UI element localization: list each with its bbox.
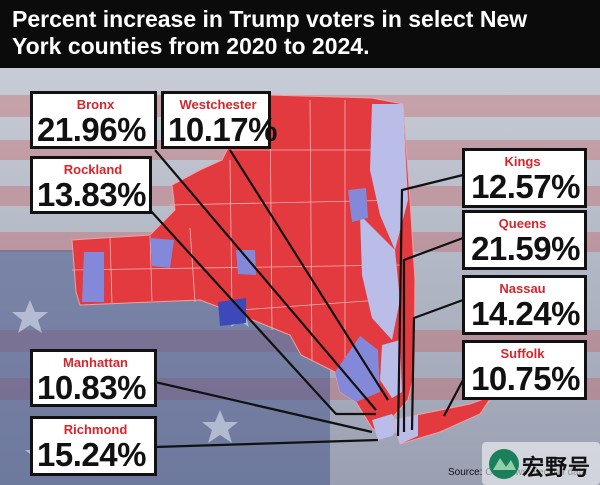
county-value: 21.59% (471, 230, 580, 267)
label-queens: Queens 21.59% (462, 210, 587, 270)
county-name: Nassau (499, 281, 546, 296)
label-bronx: Bronx 21.96% (30, 91, 157, 149)
county-name: Richmond (63, 422, 128, 437)
county-name: Queens (498, 216, 547, 231)
label-manhattan: Manhattan 10.83% (30, 349, 157, 407)
ny-state-map (71, 94, 494, 445)
label-richmond: Richmond 15.24% (30, 416, 157, 476)
onondaga-county (218, 298, 246, 326)
county-value: 10.17% (168, 111, 277, 148)
label-rockland: Rockland 13.83% (30, 156, 152, 214)
queens-leader (402, 236, 464, 432)
manhattan-leader (154, 380, 373, 434)
county-name: Manhattan (63, 355, 128, 370)
tompkins-county (236, 250, 256, 275)
leader-lines (149, 149, 464, 449)
county-value: 10.83% (37, 369, 146, 406)
watermark-logo (482, 442, 600, 485)
county-value: 12.57% (471, 168, 580, 205)
chart-title: Percent increase in Trump voters in sele… (12, 6, 528, 59)
title-bar: Percent increase in Trump voters in sele… (0, 0, 600, 68)
eastern-counties-light (370, 104, 408, 250)
label-nassau: Nassau 14.24% (462, 275, 587, 335)
county-value: 10.75% (471, 360, 580, 397)
county-name: Bronx (76, 97, 115, 112)
watermark-text: 宏野号 (522, 455, 592, 480)
monroe-county (150, 238, 174, 268)
label-suffolk: Suffolk 10.75% (462, 340, 587, 400)
westchester-county (380, 340, 402, 398)
richmond-leader (154, 438, 379, 449)
bronx-leader (154, 149, 377, 411)
erie-county (82, 252, 104, 302)
hudson-counties-light (360, 215, 400, 340)
westchester-leader (229, 149, 389, 401)
rockland-leader (149, 209, 376, 416)
label-kings: Kings 12.57% (462, 148, 587, 208)
county-name: Suffolk (500, 346, 545, 361)
county-name: Rockland (63, 162, 123, 177)
county-value: 14.24% (471, 295, 580, 332)
kings-leader (396, 173, 464, 437)
label-westchester: Westchester 10.17% (161, 91, 277, 149)
county-value: 15.24% (37, 436, 146, 473)
county-value: 13.83% (37, 176, 146, 213)
nassau-leader (410, 298, 464, 431)
county-name: Westchester (179, 97, 257, 112)
albany-county (348, 188, 368, 222)
county-name: Kings (504, 154, 541, 169)
county-value: 21.96% (37, 111, 146, 148)
suffolk-leader (443, 379, 464, 417)
lower-hudson-counties (335, 336, 380, 402)
